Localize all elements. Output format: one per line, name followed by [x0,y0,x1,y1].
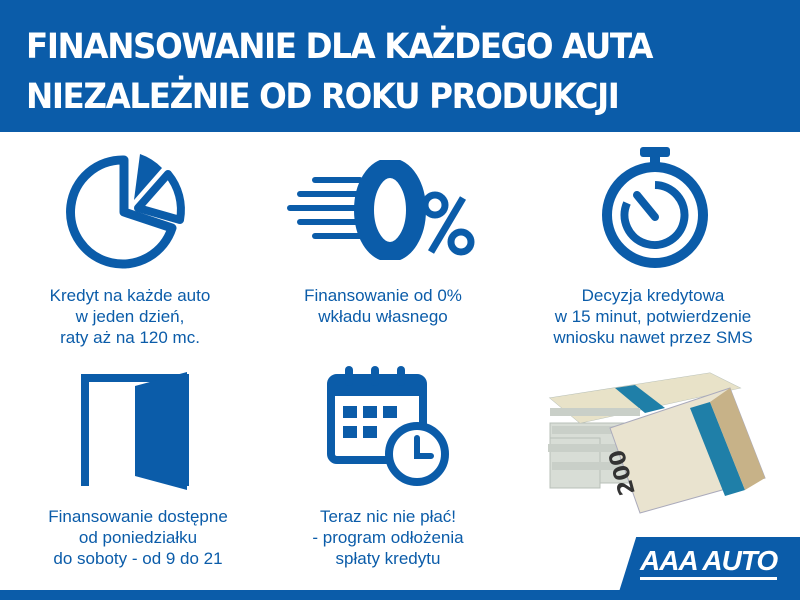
pie-chart-icon [66,154,185,269]
caption-line: wkładu własnego [318,307,448,326]
caption-line: spłaty kredytu [335,549,441,568]
caption-line: wniosku nawet przez SMS [553,328,753,347]
aaa-auto-logo: AAA AUTO [618,537,800,595]
caption-line: Kredyt na każde auto [49,286,211,305]
banknote-stack-icon: 200 [548,372,766,514]
caption-line: Finansowanie dostępne [48,507,228,526]
feature-zero-down: Finansowanie od 0% wkładu własnego [253,285,513,327]
calendar-clock-icon [327,366,449,486]
logo-text: AAA AUTO [640,545,778,580]
caption-line: w jeden dzień, [75,307,185,326]
open-door-icon [81,372,189,490]
zero-percent-icon [287,160,475,260]
headline-line-1: FINANSOWANIE DLA KAŻDEGO AUTA [26,27,653,67]
bottom-bar [0,590,800,600]
feature-credit-any-car: Kredyt na każde auto w jeden dzień, raty… [0,285,260,348]
headline-line-2: NIEZALEŻNIE OD ROKU PRODUKCJI [26,77,620,117]
caption-line: od poniedziałku [78,528,198,547]
caption-line: raty aż na 120 mc. [60,328,200,347]
caption-line: w 15 minut, potwierdzenie [554,307,752,326]
headline-banner: FINANSOWANIE DLA KAŻDEGO AUTA NIEZALEŻNI… [0,0,800,132]
caption-line: Decyzja kredytowa [581,286,725,305]
feature-opening-hours: Finansowanie dostępne od poniedziałku do… [8,506,268,569]
caption-line: Teraz nic nie płać! [319,507,457,526]
caption-line: Finansowanie od 0% [304,286,462,305]
stopwatch-icon [602,147,708,268]
feature-15-min-decision: Decyzja kredytowa w 15 minut, potwierdze… [523,285,783,348]
feature-pay-later: Teraz nic nie płać! - program odłożenia … [258,506,518,569]
caption-line: do soboty - od 9 do 21 [53,549,223,568]
caption-line: - program odłożenia [312,528,464,547]
